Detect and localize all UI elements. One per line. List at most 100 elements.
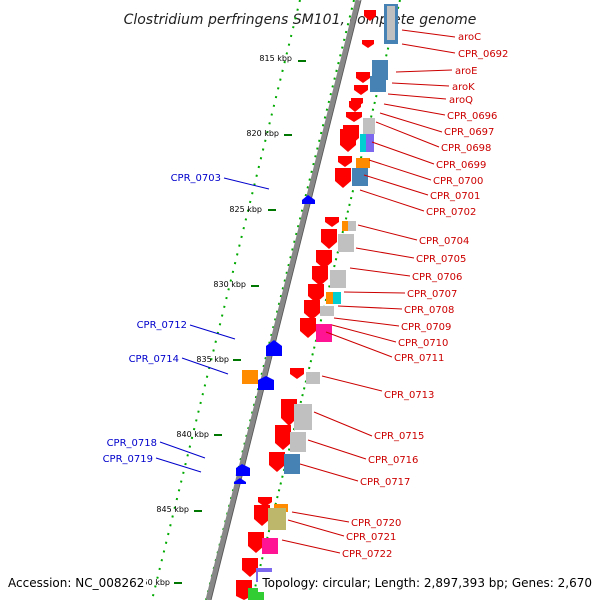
gene-arrow	[321, 229, 337, 249]
genome-backbone-edge	[210, 0, 362, 600]
gene-arrow	[346, 112, 362, 122]
cog-block	[316, 324, 332, 342]
gene-arrow	[258, 497, 272, 507]
gene-label[interactable]: CPR_0711	[394, 353, 444, 364]
cog-block	[326, 292, 334, 304]
gene-label[interactable]: CPR_0709	[401, 322, 451, 333]
cog-block	[356, 158, 370, 168]
gene-label[interactable]: CPR_0708	[404, 305, 454, 316]
cog-block	[366, 134, 374, 152]
gene-arrow	[338, 156, 352, 167]
gene-arrow	[349, 101, 361, 112]
cog-blocks	[248, 4, 398, 600]
right-labels	[281, 29, 456, 554]
gene-arrow	[335, 168, 351, 188]
gene-label[interactable]: CPR_0702	[426, 207, 476, 218]
gene-label[interactable]: CPR_0716	[368, 455, 418, 466]
cog-block	[342, 221, 350, 231]
tick-label: 835 kbp	[196, 355, 229, 364]
gene-label[interactable]: CPR_0719	[103, 454, 153, 465]
cog-block	[284, 454, 300, 474]
gene-label[interactable]: aroQ	[449, 95, 473, 106]
tick-label: 850 kbp	[137, 578, 170, 587]
gene-arrow	[356, 72, 370, 83]
gc-track-far	[151, 0, 301, 600]
gene-arrow	[275, 425, 291, 450]
genome-backbone	[205, 0, 361, 600]
accession-label: Accession: NC_008262	[8, 576, 144, 590]
cog-block	[352, 168, 368, 186]
right-label-text: aroC CPR_0692 aroE aroK aroQ CPR_0696 CP…	[342, 32, 508, 560]
gene-label[interactable]: CPR_0707	[407, 289, 457, 300]
gene-label[interactable]: CPR_0710	[398, 338, 448, 349]
gene-arrow	[312, 266, 328, 286]
cog-block	[320, 306, 334, 316]
gene-label[interactable]: CPR_0721	[346, 532, 396, 543]
gene-label[interactable]: CPR_0692	[458, 49, 508, 60]
gene-label[interactable]: aroK	[452, 82, 475, 93]
left-label-text: CPR_0703 CPR_0712 CPR_0714 CPR_0718 CPR_…	[103, 173, 221, 465]
cog-block	[294, 404, 312, 430]
gene-arrow	[304, 300, 320, 320]
gene-label[interactable]: CPR_0712	[137, 320, 187, 331]
gene-label[interactable]: CPR_0717	[360, 477, 410, 488]
tick-830: 830 kbp	[213, 280, 259, 289]
gene-label[interactable]: CPR_0703	[171, 173, 221, 184]
gene-arrow	[236, 464, 250, 476]
reverse-genes	[234, 195, 315, 484]
gene-label[interactable]: CPR_0699	[436, 160, 486, 171]
topology-label: Topology: circular; Length: 2,897,393 bp…	[261, 576, 592, 590]
gene-arrow	[325, 217, 339, 227]
cog-block	[360, 134, 368, 152]
gene-arrow	[234, 478, 246, 484]
gene-label[interactable]: CPR_0697	[444, 127, 494, 138]
gene-arrow	[248, 532, 264, 553]
footer-backdrop-right	[258, 572, 596, 592]
left-labels	[155, 177, 270, 473]
gene-label[interactable]: CPR_0705	[416, 254, 466, 265]
cog-block	[333, 292, 341, 304]
gene-arrow	[316, 250, 332, 269]
cog-block	[348, 221, 356, 231]
gene-label[interactable]: CPR_0701	[430, 191, 480, 202]
gene-arrow	[266, 340, 282, 356]
gene-arrow	[364, 10, 376, 21]
tick-label: 845 kbp	[156, 505, 189, 514]
cog-block	[290, 432, 306, 452]
tick-835: 835 kbp	[196, 355, 241, 364]
gene-arrow	[354, 85, 368, 95]
gene-label[interactable]: CPR_0700	[433, 176, 483, 187]
tick-840: 840 kbp	[176, 430, 222, 439]
forward-genes	[236, 10, 376, 600]
gene-arrow	[281, 399, 297, 426]
tick-845: 845 kbp	[156, 505, 202, 514]
cog-block	[268, 508, 286, 530]
map-title: Clostridium perfringens SM101, complete …	[124, 12, 477, 28]
tick-825: 825 kbp	[229, 205, 276, 214]
tick-label: 815 kbp	[259, 54, 292, 63]
gene-label[interactable]: CPR_0722	[342, 549, 392, 560]
gene-label[interactable]: CPR_0706	[412, 272, 462, 283]
gene-label[interactable]: CPR_0696	[447, 111, 497, 122]
gene-label[interactable]: CPR_0698	[441, 143, 491, 154]
gene-label[interactable]: CPR_0715	[374, 431, 424, 442]
gene-label[interactable]: CPR_0720	[351, 518, 401, 529]
gene-label[interactable]: aroC	[458, 32, 481, 43]
gene-arrow	[300, 318, 316, 338]
gene-arrow	[302, 195, 315, 204]
gene-label[interactable]: aroE	[455, 66, 477, 77]
gene-arrow	[254, 505, 270, 526]
gene-label[interactable]: CPR_0718	[107, 438, 157, 449]
tick-850: 850 kbp	[137, 578, 182, 587]
cog-block	[306, 372, 320, 384]
tick-820: 820 kbp	[246, 129, 292, 138]
cog-block	[363, 118, 375, 134]
footer-backdrop-left	[4, 572, 146, 592]
tick-label: 820 kbp	[246, 129, 279, 138]
gene-label[interactable]: CPR_0713	[384, 390, 434, 401]
cog-block	[242, 370, 258, 384]
gene-label[interactable]: CPR_0714	[129, 354, 179, 365]
cog-block	[372, 60, 388, 80]
gene-label[interactable]: CPR_0704	[419, 236, 469, 247]
